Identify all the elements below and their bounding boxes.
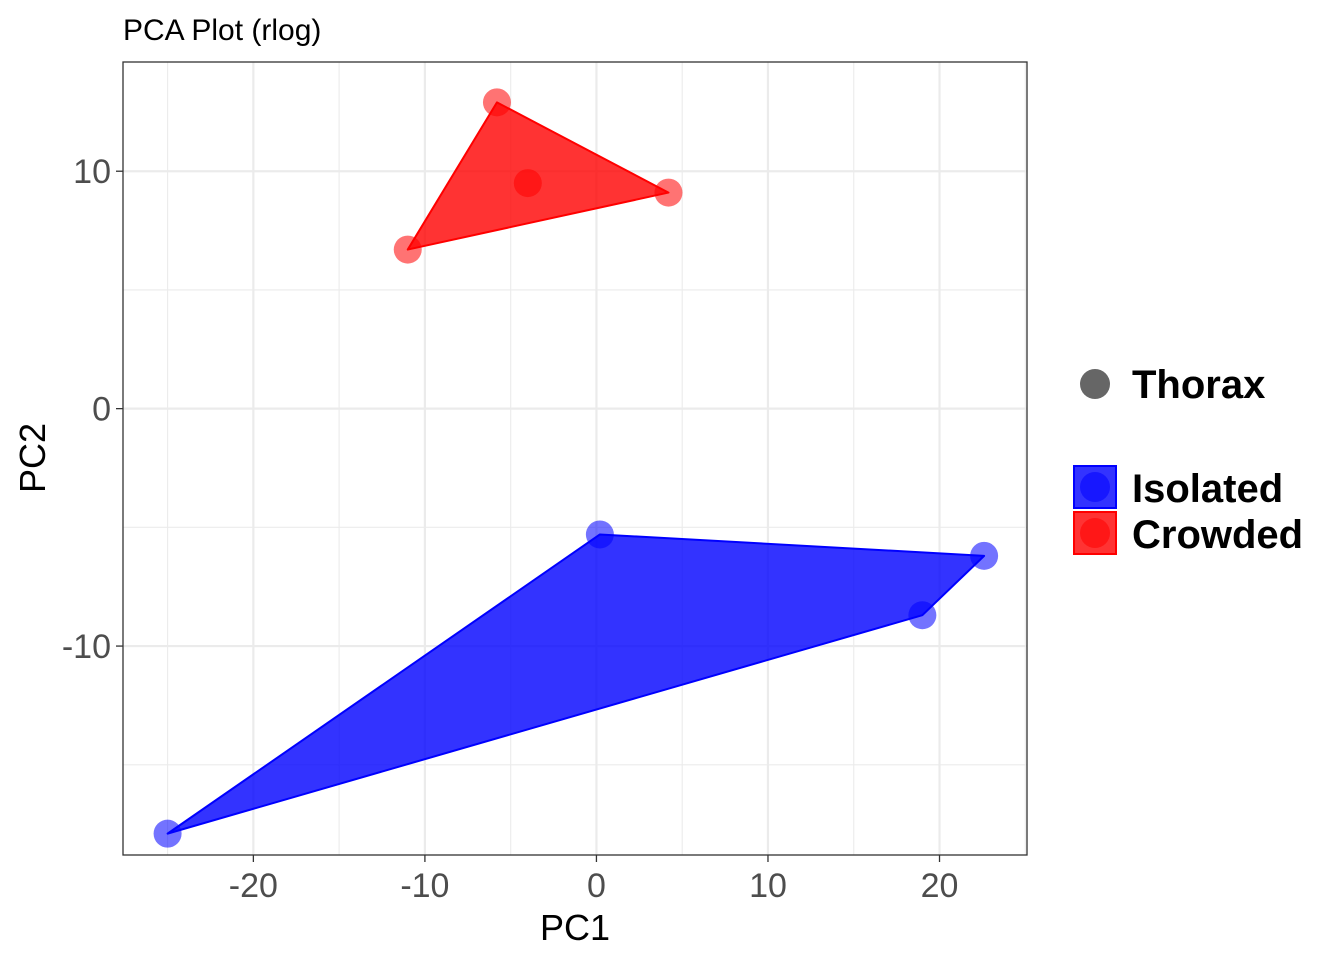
legend-isolated-point	[1080, 472, 1110, 502]
y-tick-label: 10	[73, 153, 111, 191]
isolated-point	[585, 520, 614, 549]
legend-thorax-label: Thorax	[1132, 363, 1265, 407]
hulls	[166, 101, 986, 835]
x-tick-label: -10	[400, 867, 449, 905]
y-axis-label: PC2	[12, 423, 53, 493]
y-tick-label: 0	[92, 391, 111, 429]
legend-isolated-label: Isolated	[1132, 467, 1283, 511]
crowded-point	[482, 88, 511, 117]
x-axis-label: PC1	[540, 907, 610, 948]
isolated-point	[908, 601, 937, 630]
isolated-point	[970, 541, 999, 570]
y-axis: -10 0 10	[62, 153, 123, 666]
data-points	[153, 88, 999, 848]
x-tick-label: 0	[587, 867, 606, 905]
legend-thorax-key	[1080, 369, 1110, 399]
y-tick-label: -10	[62, 628, 111, 666]
legend-crowded-point	[1080, 518, 1110, 548]
crowded-point	[654, 178, 683, 207]
plot-border	[122, 61, 1028, 856]
x-axis: -20 -10 0 10 20	[229, 855, 959, 905]
isolated-point	[153, 819, 182, 848]
x-tick-label: 20	[921, 867, 959, 905]
x-tick-label: 10	[749, 867, 787, 905]
isolated-hull	[166, 533, 986, 835]
crowded-point	[393, 235, 422, 264]
chart-title: PCA Plot (rlog)	[123, 14, 321, 47]
crowded-point	[513, 169, 542, 198]
legend-crowded-label: Crowded	[1132, 513, 1303, 557]
x-tick-label: -20	[229, 867, 278, 905]
